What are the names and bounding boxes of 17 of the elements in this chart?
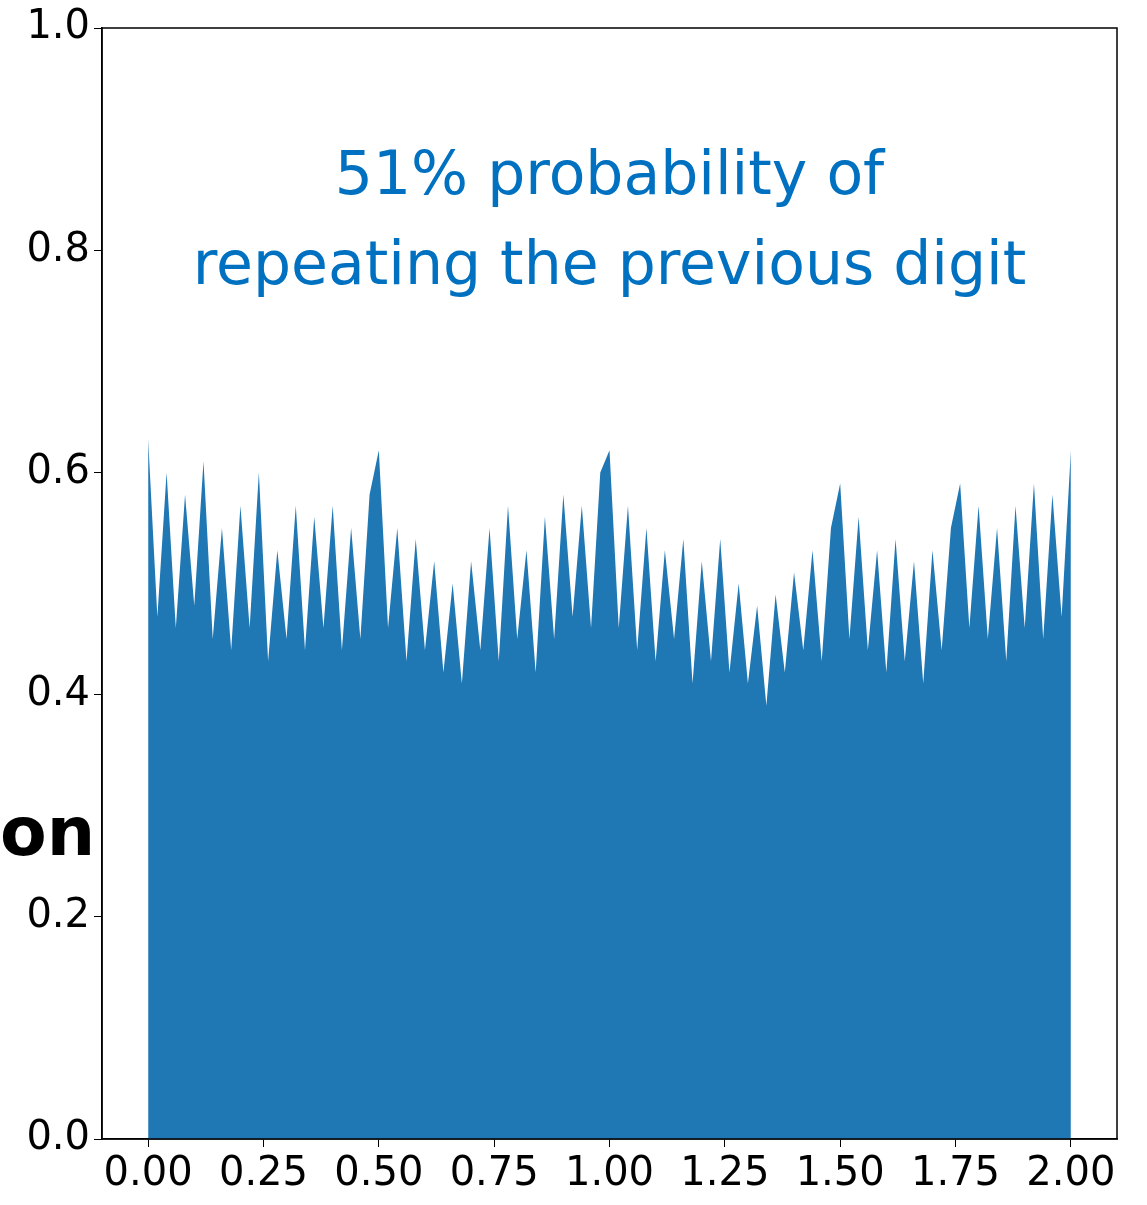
x-tick-label: 0.75 — [449, 1148, 539, 1195]
y-tick-label: 0.0 — [26, 1112, 90, 1159]
y-tick-label: 0.2 — [26, 890, 90, 937]
y-tick-label: 0.8 — [26, 223, 90, 270]
x-tick-label: 1.00 — [564, 1148, 655, 1195]
x-tick-label: 1.50 — [795, 1148, 885, 1195]
y-tick-label: 0.6 — [26, 445, 90, 492]
x-tick-label: 0.00 — [103, 1148, 193, 1195]
annotation: 51% probability of repeating the previous digit — [192, 137, 1027, 298]
text: on — [0, 792, 96, 871]
x-tick-label: 1.75 — [910, 1148, 1001, 1195]
x-tick-label: 2.00 — [1026, 1148, 1116, 1195]
x-tick-label: 0.50 — [334, 1148, 424, 1195]
x-tick-label: 0.25 — [218, 1148, 309, 1195]
x-tick-label: 1.25 — [680, 1148, 770, 1195]
y-tick-label: 0.4 — [26, 667, 90, 714]
y-tick-label: 1.0 — [26, 1, 90, 48]
